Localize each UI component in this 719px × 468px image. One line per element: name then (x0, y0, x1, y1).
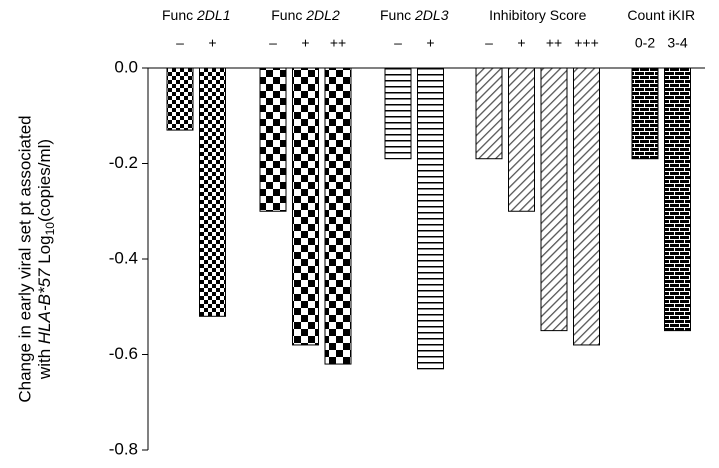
x-tick-label: + (426, 35, 434, 51)
y-tick-label: -0.4 (109, 248, 138, 267)
group-label: Func 2DL1 (162, 7, 230, 23)
x-tick-label: + (517, 35, 525, 51)
bar (166, 67, 194, 131)
x-tick-label: 0-2 (635, 35, 655, 51)
y-label-part: Log (35, 235, 54, 268)
bar (573, 67, 600, 346)
bar (664, 67, 691, 332)
bar (199, 67, 226, 317)
y-tick-label: 0.0 (114, 57, 138, 76)
bar (508, 67, 535, 212)
group-label-text: Inhibitory Score (489, 7, 586, 23)
x-tick-label: ++ (546, 35, 562, 51)
y-axis-title: Change in early viral set pt associated … (15, 115, 57, 402)
y-label-line: with HLA-B*57 Log10(copies/ml) (35, 139, 57, 380)
y-label-part: HLA-B*57 (35, 268, 54, 344)
group-label-text: Func (162, 7, 197, 23)
bar (384, 67, 412, 160)
x-tick-label: – (269, 35, 277, 51)
bar (417, 67, 444, 370)
bar (631, 67, 659, 160)
group-label-text: Count iKIR (627, 7, 695, 23)
x-tick-label: – (394, 35, 402, 51)
y-label-part: (copies/ml) (35, 139, 54, 222)
group-label: Func 2DL3 (380, 7, 449, 23)
y-tick-label: -0.6 (109, 344, 138, 363)
x-tick-label: – (485, 35, 493, 51)
x-tick-label: +++ (574, 35, 599, 51)
bar (540, 67, 568, 332)
group-label-gene: 2DL2 (305, 7, 340, 23)
y-label-line: Change in early viral set pt associated (15, 115, 34, 402)
x-tick-label: – (176, 35, 184, 51)
group-label: Inhibitory Score (489, 7, 586, 23)
y-label-part: 10 (43, 222, 57, 236)
group-label: Count iKIR (627, 7, 695, 23)
x-tick-label: 3-4 (667, 35, 687, 51)
x-tick-label: + (208, 35, 216, 51)
group-label-text: Func (380, 7, 415, 23)
group-label: Func 2DL2 (271, 7, 340, 23)
bar (259, 67, 287, 212)
x-tick-label: ++ (330, 35, 346, 51)
bar (324, 67, 352, 365)
bar (475, 67, 503, 160)
group-label-text: Func (271, 7, 306, 23)
y-label-part: with (35, 344, 54, 380)
x-tick-label: + (301, 35, 309, 51)
group-label-gene: 2DL3 (414, 7, 449, 23)
bar (292, 67, 319, 346)
group-label-gene: 2DL1 (196, 7, 230, 23)
y-tick-label: -0.2 (109, 153, 138, 172)
y-tick-label: -0.8 (109, 439, 138, 458)
